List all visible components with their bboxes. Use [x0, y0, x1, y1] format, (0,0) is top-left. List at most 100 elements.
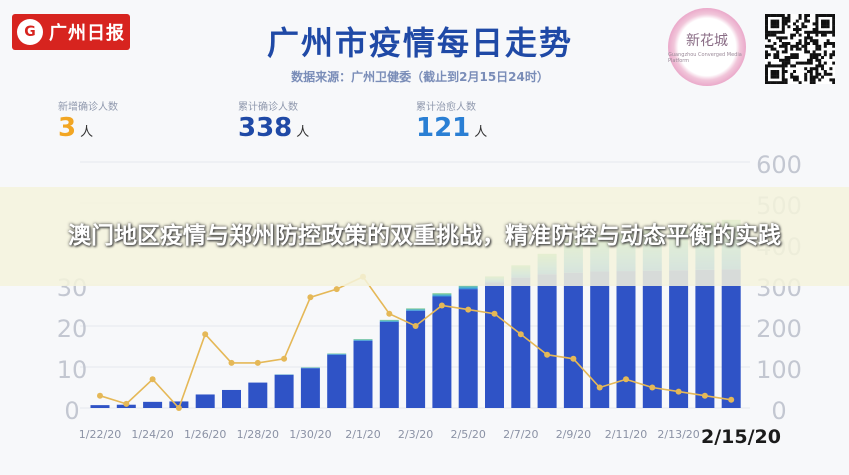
qr-module [765, 75, 768, 79]
qr-module [793, 53, 796, 57]
qr-module [832, 30, 835, 34]
qr-module [832, 33, 835, 37]
data-source: 数据来源：广州卫健委（截止到2月15日24时） [291, 70, 549, 84]
confirmed-bar [90, 405, 110, 408]
qr-module [787, 56, 791, 59]
qr-module [815, 72, 819, 76]
qr-module [790, 36, 794, 40]
qr-module [765, 56, 768, 59]
qr-module [804, 36, 808, 40]
qr-module [821, 67, 824, 71]
new-cases-point [465, 306, 472, 313]
qr-module [826, 22, 830, 26]
confirmed-bar [511, 277, 531, 408]
qr-module [815, 14, 819, 17]
qr-module [818, 53, 822, 57]
qr-module [821, 30, 824, 34]
qr-module [812, 75, 816, 79]
qr-module [784, 61, 788, 65]
qr-module [823, 50, 827, 54]
qr-module [801, 61, 805, 65]
qr-module [776, 50, 780, 54]
qr-module [770, 44, 774, 48]
qr-module [829, 56, 833, 59]
new-cases-point [517, 331, 524, 338]
qr-module [815, 16, 819, 20]
new-cases-point [596, 384, 603, 391]
qr-module [765, 72, 768, 76]
qr-module [767, 44, 771, 48]
qr-module [790, 44, 794, 48]
qr-module [767, 39, 771, 43]
qr-module [793, 33, 796, 37]
qr-module [823, 72, 827, 76]
qr-module [779, 81, 782, 84]
qr-module [773, 42, 777, 45]
qr-module [809, 72, 813, 76]
qr-module [807, 19, 810, 23]
qr-module [818, 61, 822, 65]
qr-module [779, 36, 782, 40]
confirmed-bar [695, 269, 715, 408]
qr-module [832, 53, 835, 57]
qr-module [770, 47, 774, 51]
qr-module [823, 22, 827, 26]
qr-module [793, 78, 796, 82]
stat-label: 累计治愈人数 [416, 102, 476, 113]
qr-module [829, 14, 833, 17]
qr-module [826, 25, 830, 29]
qr-module [815, 19, 819, 23]
qr-module [784, 36, 788, 40]
qr-module [832, 78, 835, 82]
qr-code-icon[interactable] [765, 14, 835, 84]
qr-module [790, 64, 794, 68]
new-cases-point [544, 351, 551, 358]
qr-module [798, 33, 802, 37]
qr-module [781, 44, 785, 48]
qr-module [823, 44, 827, 48]
x-tick-label: 2/11/20 [605, 428, 647, 441]
qr-module [829, 42, 833, 45]
qr-module [776, 64, 780, 68]
x-tick-label: 1/24/20 [131, 428, 173, 441]
headline-text: 澳门地区疫情与郑州防控政策的双重挑战，精准防控与动态平衡的实践 [68, 223, 781, 249]
confirmed-bar [406, 310, 426, 408]
qr-module [804, 39, 808, 43]
x-tick-label: 1/22/20 [79, 428, 121, 441]
confirmed-bar [379, 321, 399, 408]
qr-module [826, 42, 830, 45]
qr-module [787, 25, 791, 29]
stat-value: 338 人 [238, 113, 309, 148]
cured-bar [379, 319, 399, 322]
qr-module [773, 75, 777, 79]
confirmed-bar [537, 274, 557, 408]
qr-module [767, 14, 771, 17]
qr-module [832, 14, 835, 17]
qr-module [812, 81, 816, 84]
qr-module [804, 25, 808, 29]
qr-module [823, 33, 827, 37]
qr-module [765, 70, 768, 73]
qr-module [812, 42, 816, 45]
qr-module [765, 81, 768, 84]
x-tick-label: 2/3/20 [398, 428, 433, 441]
qr-module [773, 25, 777, 29]
qr-module [804, 61, 808, 65]
qr-module [818, 64, 822, 68]
logo-mark-icon: G [17, 19, 43, 45]
qr-module [809, 39, 813, 43]
qr-module [793, 70, 796, 73]
confirmed-bar [143, 401, 163, 408]
qr-module [784, 58, 788, 62]
qr-module [793, 75, 796, 79]
qr-module [787, 58, 791, 62]
qr-module [770, 22, 774, 26]
qr-module [781, 16, 785, 20]
qr-module [798, 42, 802, 45]
qr-module [807, 33, 810, 37]
qr-module [829, 67, 833, 71]
confirmed-bar [274, 374, 294, 408]
qr-module [784, 42, 788, 45]
